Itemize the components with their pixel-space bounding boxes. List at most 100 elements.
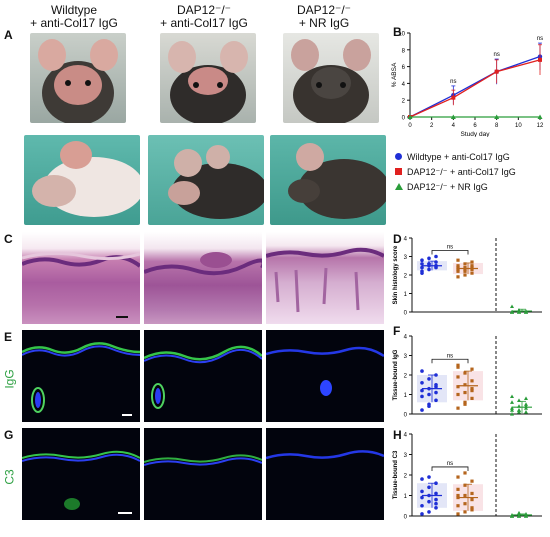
data-point xyxy=(537,114,543,119)
data-point xyxy=(463,262,467,266)
panel-letter-b: B xyxy=(393,25,402,39)
y-axis-label: % ABSA xyxy=(391,62,398,87)
square-marker-icon xyxy=(395,168,402,175)
data-point xyxy=(456,267,460,272)
data-point xyxy=(463,390,467,395)
data-point xyxy=(427,485,431,490)
data-point xyxy=(470,266,474,270)
scale-bar xyxy=(116,316,128,318)
significance-bracket xyxy=(431,250,469,255)
fluorescence-c3-wildtype xyxy=(22,428,140,520)
data-point xyxy=(510,406,514,410)
row-label-c3: C3 xyxy=(2,469,17,485)
data-point xyxy=(427,499,431,504)
column-header-dap12-nr: DAP12⁻/⁻ + NR IgG xyxy=(264,4,384,30)
scale-bar xyxy=(118,512,132,514)
data-point xyxy=(538,57,542,62)
panel-letter-f: F xyxy=(393,324,401,338)
fluorescence-texture xyxy=(266,450,384,460)
data-point xyxy=(456,406,460,410)
mouse-photo-icon xyxy=(168,145,264,219)
chart-h: 0 1 2 3 4 Tissue-bound C3 ns xyxy=(393,433,542,521)
photo-dap12-col17-front xyxy=(160,33,256,123)
chart-b: 0 2 4 6 8 10 0 2 4 6 8 10 12 Study day % ABSA ns ns ns xyxy=(391,32,544,138)
data-point xyxy=(510,310,514,314)
data-point xyxy=(470,396,474,400)
data-point xyxy=(456,363,460,367)
mouse-photo-icon xyxy=(32,141,140,217)
circle-marker-icon xyxy=(395,153,402,160)
data-point xyxy=(470,264,474,268)
data-point xyxy=(420,262,424,266)
column-header-line1: DAP12⁻/⁻ xyxy=(296,3,352,17)
legend-item-wildtype: Wildtype + anti-Col17 IgG xyxy=(395,150,550,165)
histology-dap12-col17 xyxy=(144,232,262,324)
fluorescence-texture xyxy=(144,454,262,466)
data-point xyxy=(456,258,460,262)
fluorescence-texture xyxy=(22,450,140,510)
data-point xyxy=(463,273,467,277)
histology-texture xyxy=(144,252,262,276)
legend-item-dap12-nr: DAP12⁻/⁻ + NR IgG xyxy=(395,180,550,195)
data-point xyxy=(470,508,474,512)
y-axis-label: Skin histology score xyxy=(393,245,399,304)
chart-b-legend: Wildtype + anti-Col17 IgG DAP12⁻/⁻ + ant… xyxy=(395,150,550,195)
column-header-dap12-col17: DAP12⁻/⁻ + anti-Col17 IgG xyxy=(144,4,264,30)
data-point xyxy=(427,392,431,397)
fluorescence-c3-dap12-nr xyxy=(266,428,384,520)
data-point xyxy=(420,369,424,373)
data-point xyxy=(524,406,528,410)
data-point xyxy=(420,408,424,412)
fluorescence-igg-dap12-col17 xyxy=(144,330,262,422)
fluorescence-igg-dap12-nr xyxy=(266,330,384,422)
data-point xyxy=(456,487,460,491)
data-point xyxy=(434,254,438,259)
data-point xyxy=(420,381,424,385)
x-tick-label: 8 xyxy=(495,123,499,129)
y-tick-label: 1 xyxy=(404,393,408,399)
column-header-line1: Wildtype xyxy=(50,3,97,17)
panel-letter-a: A xyxy=(4,28,13,42)
ns-annotation: ns xyxy=(493,52,499,58)
y-axis-label: Tissue-bound C3 xyxy=(393,450,399,499)
data-point xyxy=(434,497,438,502)
data-point xyxy=(470,479,474,483)
ns-annotation: ns xyxy=(447,353,453,359)
fluorescence-texture xyxy=(144,345,262,409)
data-point xyxy=(420,269,424,274)
column-header-wildtype: Wildtype + anti-Col17 IgG xyxy=(14,4,134,30)
data-point xyxy=(463,400,467,404)
data-point xyxy=(463,471,467,475)
data-point xyxy=(470,389,474,393)
data-point xyxy=(420,258,424,262)
column-header-line2: + anti-Col17 IgG xyxy=(30,16,118,30)
photo-wildtype-front xyxy=(30,33,126,123)
y-tick-label: 4 xyxy=(402,82,406,88)
y-tick-label: 4 xyxy=(404,335,408,341)
data-point xyxy=(427,267,431,272)
y-tick-label: 1 xyxy=(404,292,408,298)
y-tick-label: 3 xyxy=(404,255,408,261)
fluorescence-texture xyxy=(266,346,384,396)
data-point xyxy=(510,304,514,309)
mouse-photo-icon xyxy=(291,39,371,123)
significance-bracket xyxy=(431,358,469,364)
data-point xyxy=(420,477,424,481)
series-line xyxy=(409,55,541,118)
legend-label: Wildtype + anti-Col17 IgG xyxy=(407,152,510,162)
data-point xyxy=(524,402,528,406)
panel-letter-h: H xyxy=(393,428,402,442)
x-tick-label: 10 xyxy=(515,123,522,129)
data-point xyxy=(510,394,514,399)
data-point xyxy=(434,382,438,387)
data-point xyxy=(470,491,474,496)
ns-annotation: ns xyxy=(447,461,453,467)
data-point xyxy=(427,510,431,514)
y-tick-label: 4 xyxy=(404,433,408,439)
panel-letter-d: D xyxy=(393,232,402,246)
data-point xyxy=(427,377,431,381)
data-point xyxy=(510,408,514,412)
data-point xyxy=(427,404,431,408)
data-point xyxy=(494,69,499,74)
data-point xyxy=(517,310,521,314)
